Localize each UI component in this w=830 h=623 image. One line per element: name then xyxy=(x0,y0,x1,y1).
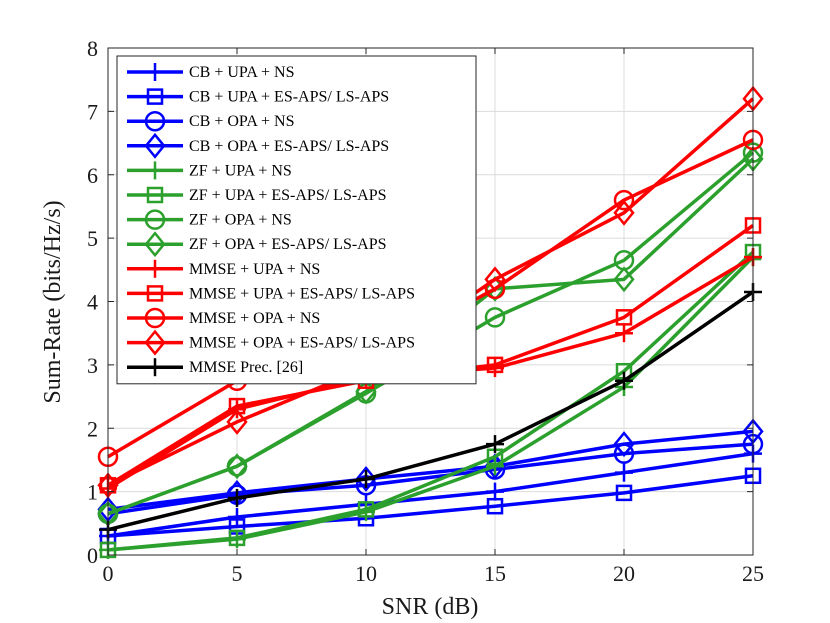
legend-label: ZF + OPA + NS xyxy=(189,212,292,229)
y-tick-label: 7 xyxy=(87,99,98,124)
legend-marker xyxy=(146,285,164,302)
series-7-point xyxy=(613,266,635,293)
series-1-point xyxy=(615,484,633,502)
series-4-point xyxy=(486,457,504,476)
series-0-point xyxy=(615,463,633,482)
legend-marker xyxy=(146,259,164,278)
legend-item: CB + OPA + ES-APS/ LS-APS xyxy=(127,132,389,159)
series-6-point xyxy=(484,307,506,328)
y-tick-label: 5 xyxy=(87,226,98,251)
legend-label: MMSE + OPA + NS xyxy=(189,310,320,327)
legend-label: ZF + UPA + ES-APS/ LS-APS xyxy=(189,187,387,204)
x-tick-label: 0 xyxy=(103,561,114,586)
series-3-point xyxy=(355,465,377,492)
series-11-point xyxy=(613,199,635,226)
x-tick-label: 10 xyxy=(355,561,377,586)
y-axis-label: Sum-Rate (bits/Hz/s) xyxy=(40,200,66,403)
legend-item: MMSE + UPA + ES-APS/ LS-APS xyxy=(127,285,415,302)
series-9-point xyxy=(228,397,246,415)
legend-marker xyxy=(144,209,166,230)
legend-label: CB + UPA + ES-APS/ LS-APS xyxy=(189,89,389,106)
series-12-point xyxy=(615,371,633,390)
series-line-3 xyxy=(107,429,754,512)
y-tick-label: 8 xyxy=(87,36,98,61)
legend-label: MMSE Prec. [26] xyxy=(189,359,303,376)
legend-marker xyxy=(144,110,166,132)
series-line-0 xyxy=(107,451,754,538)
series-11-point xyxy=(226,408,248,435)
legend-item: ZF + OPA + NS xyxy=(127,209,292,230)
series-0-point xyxy=(486,482,504,501)
y-tick-label: 0 xyxy=(87,543,98,568)
series-7-point xyxy=(226,453,248,480)
series-5-point xyxy=(228,529,246,547)
legend-marker xyxy=(146,161,164,180)
legend-marker xyxy=(144,329,166,356)
y-tick-label: 1 xyxy=(87,480,98,505)
legend-item: ZF + UPA + ES-APS/ LS-APS xyxy=(127,186,387,204)
legend-marker xyxy=(144,132,166,159)
legend-marker xyxy=(146,88,164,105)
legend-item: MMSE + OPA + ES-APS/ LS-APS xyxy=(127,329,415,356)
x-tick-label: 20 xyxy=(613,561,635,586)
series-12-point xyxy=(486,435,504,454)
legend-label: CB + UPA + NS xyxy=(189,64,295,81)
legend-item: MMSE + UPA + NS xyxy=(127,259,320,278)
legend-marker xyxy=(144,307,166,329)
legend-label: ZF + UPA + NS xyxy=(189,162,292,179)
x-tick-label: 5 xyxy=(232,561,243,586)
series-line-5 xyxy=(107,250,755,552)
y-tick-label: 6 xyxy=(87,163,98,188)
series-line-1 xyxy=(107,474,754,538)
series-0-point xyxy=(228,507,246,526)
x-tick-label: 15 xyxy=(484,561,506,586)
legend-item: MMSE + OPA + NS xyxy=(127,307,320,329)
series-12-point xyxy=(357,469,375,488)
series-9-point xyxy=(486,356,504,374)
series-line-2 xyxy=(107,442,754,516)
series-10-point xyxy=(613,189,635,211)
legend-label: MMSE + UPA + ES-APS/ LS-APS xyxy=(189,285,415,302)
legend-item: CB + UPA + ES-APS/ LS-APS xyxy=(127,88,389,106)
legend-marker xyxy=(146,358,164,377)
legend-item: ZF + OPA + ES-APS/ LS-APS xyxy=(127,231,387,258)
series-line-12 xyxy=(107,290,754,532)
y-tick-label: 4 xyxy=(87,290,98,315)
legend-label: CB + OPA + ES-APS/ LS-APS xyxy=(189,138,389,155)
legend-item: MMSE Prec. [26] xyxy=(127,358,303,377)
legend-label: ZF + OPA + ES-APS/ LS-APS xyxy=(189,236,387,253)
series-11-point xyxy=(484,266,506,293)
series-5-point xyxy=(357,501,375,518)
x-axis-label: SNR (dB) xyxy=(382,594,479,620)
y-tick-label: 3 xyxy=(87,353,98,378)
series-8-point xyxy=(615,324,633,343)
legend-item: CB + UPA + NS xyxy=(127,63,295,81)
series-1-point xyxy=(486,497,504,515)
legend-marker xyxy=(146,63,164,81)
y-tick-label: 2 xyxy=(87,416,98,441)
series-3 xyxy=(97,418,764,523)
series-9-point xyxy=(615,309,633,326)
legend-marker xyxy=(146,186,164,204)
legend-item: CB + OPA + NS xyxy=(127,110,295,132)
series-3-point xyxy=(613,431,635,458)
legend-label: CB + OPA + NS xyxy=(189,113,295,130)
legend-item: ZF + UPA + NS xyxy=(127,161,292,180)
ticks: 0 5 10 15 20 25 0 1 2 3 4 5 6 7 8 xyxy=(87,36,764,586)
legend-label: MMSE + OPA + ES-APS/ LS-APS xyxy=(189,335,415,352)
x-tick-label: 25 xyxy=(742,561,764,586)
legend-marker xyxy=(144,231,166,258)
legend: CB + UPA + NS CB + UPA + ES-APS/ LS-APS CB… xyxy=(116,55,477,385)
legend-label: MMSE + UPA + NS xyxy=(189,261,320,278)
series-12-point xyxy=(228,488,246,507)
